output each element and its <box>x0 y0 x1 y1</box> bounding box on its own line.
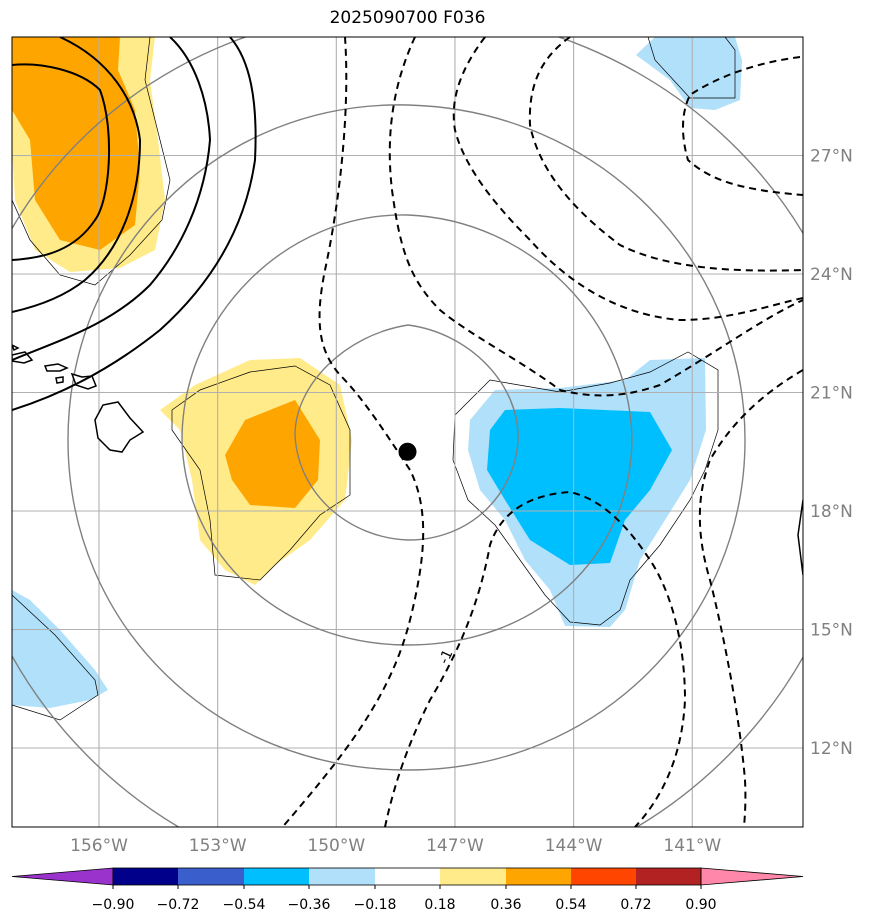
lon-tick-label: 156°W <box>70 836 128 856</box>
colorbar-tick-label: 0.18 <box>424 897 455 913</box>
lat-tick-label: 24°N <box>810 265 853 285</box>
colorbar-segment <box>309 868 375 885</box>
shaded-anomaly-fields <box>12 37 742 708</box>
colorbar-tick-label: −0.36 <box>288 897 331 913</box>
colorbar-segment <box>244 868 309 885</box>
colorbar-segment <box>113 868 178 885</box>
storm-center-marker <box>398 442 417 461</box>
lat-tick-label: 18°N <box>810 502 853 522</box>
map-frame <box>11 36 804 828</box>
colorbar-segment <box>178 868 244 885</box>
lat-tick-label: 12°N <box>810 739 853 759</box>
cool-anomaly-light-ne <box>636 37 742 110</box>
lat-tick-label: 27°N <box>810 147 853 167</box>
colorbar-high-extend <box>700 867 804 886</box>
colorbar-outline <box>112 867 702 886</box>
colorbar-segment <box>506 868 571 885</box>
coastlines-hawaii <box>12 344 803 576</box>
map-content: -1 <box>12 37 803 827</box>
colorbar: −0.90 −0.72 −0.54 −0.36 −0.18 0.18 0.36 0.54 0.7… <box>11 867 804 913</box>
contour-label: -1 <box>436 647 456 666</box>
colorbar-tick-label: 0.54 <box>555 897 586 913</box>
lon-tick-label: 144°W <box>545 836 603 856</box>
thin-outline-contours <box>12 37 736 721</box>
colorbar-segment <box>375 868 440 885</box>
dashed-contours <box>281 37 803 827</box>
lat-tick-label: 15°N <box>810 621 853 641</box>
colorbar-segment <box>636 868 701 885</box>
colorbar-segment <box>440 868 506 885</box>
colorbar-tick-label: 0.90 <box>685 897 716 913</box>
map-title: 2025090700 F036 <box>329 8 486 28</box>
colorbar-tick-label: −0.18 <box>354 897 397 913</box>
cool-anomaly-light-sw <box>12 590 108 708</box>
warm-anomaly-dark-nw <box>12 37 140 250</box>
lat-tick-label: 21°N <box>810 384 853 404</box>
colorbar-tick-label: 0.72 <box>620 897 651 913</box>
solid-contours <box>12 37 257 411</box>
colorbar-tick-label: −0.54 <box>223 897 266 913</box>
lon-tick-label: 153°W <box>189 836 247 856</box>
colorbar-tick-label: −0.90 <box>92 897 135 913</box>
colorbar-tick-label: −0.72 <box>157 897 200 913</box>
lon-tick-label: 147°W <box>426 836 484 856</box>
colorbar-segment <box>571 868 636 885</box>
cool-anomaly-dark-east <box>487 408 672 565</box>
lon-tick-label: 141°W <box>663 836 721 856</box>
axis-tick-labels: 156°W 153°W 150°W 147°W 144°W 141°W 27°N 24°N 21… <box>70 147 853 857</box>
warm-anomaly-dark-center <box>225 400 320 508</box>
colorbar-tick-label: 0.36 <box>490 897 521 913</box>
colorbar-low-extend <box>11 867 114 886</box>
graticule <box>12 37 803 827</box>
lon-tick-label: 150°W <box>307 836 365 856</box>
